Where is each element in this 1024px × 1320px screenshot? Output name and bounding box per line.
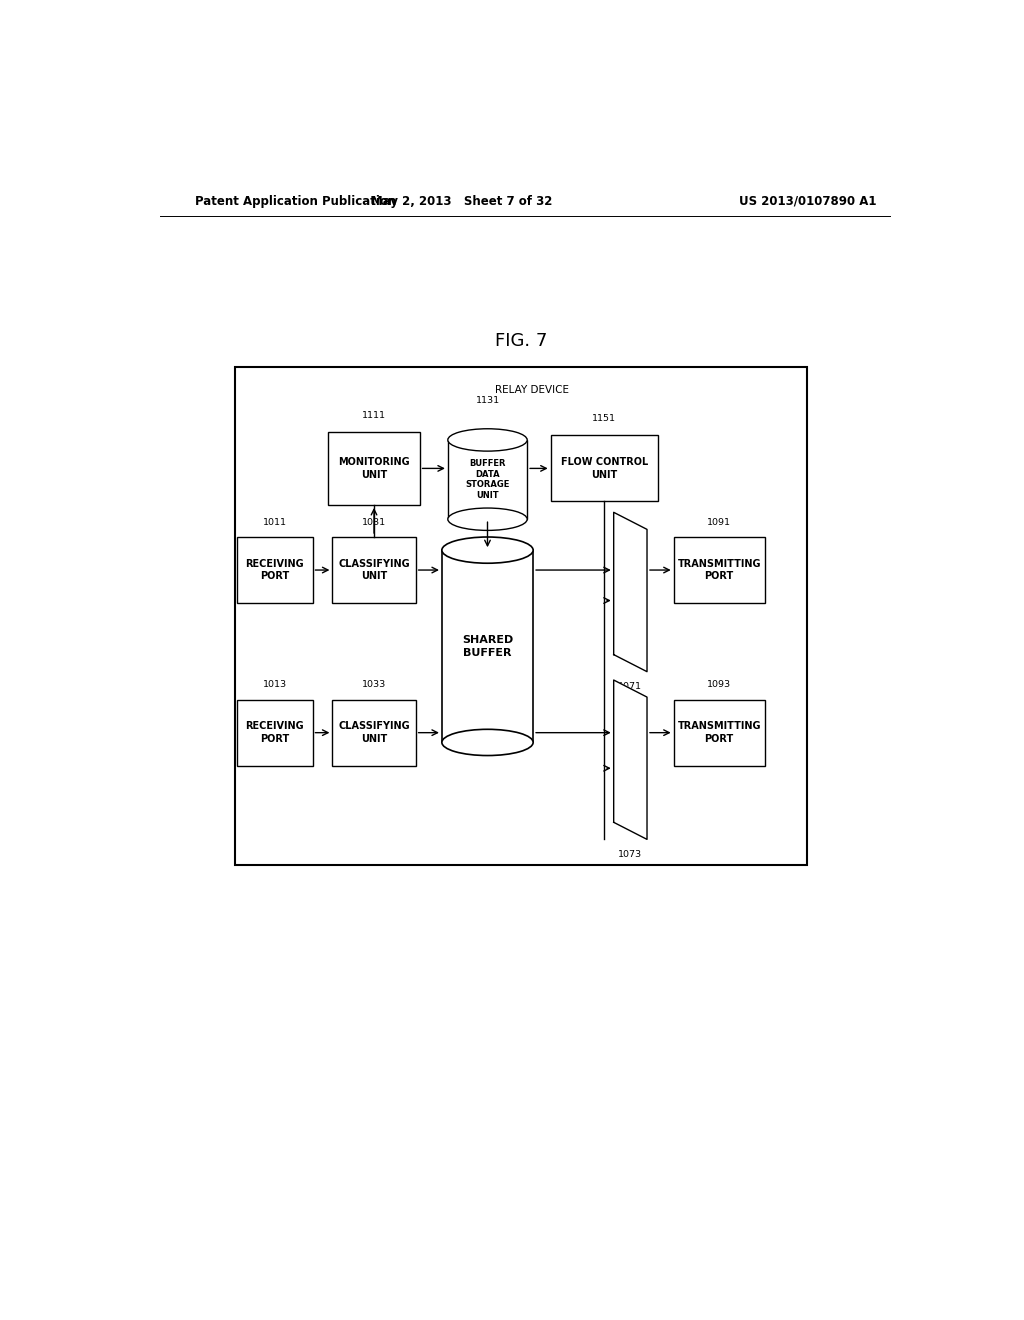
Text: Patent Application Publication: Patent Application Publication (196, 194, 396, 207)
Text: TRANSMITTING
PORT: TRANSMITTING PORT (678, 558, 761, 581)
Text: 1093: 1093 (708, 681, 731, 689)
Ellipse shape (442, 537, 534, 564)
Text: 1051: 1051 (496, 517, 519, 527)
Text: RELAY DEVICE: RELAY DEVICE (496, 385, 569, 395)
Text: 1011: 1011 (263, 517, 287, 527)
Ellipse shape (447, 508, 527, 531)
Bar (238, 537, 312, 603)
Text: 1031: 1031 (361, 517, 386, 527)
Text: 1071: 1071 (618, 682, 642, 690)
Text: US 2013/0107890 A1: US 2013/0107890 A1 (739, 194, 877, 207)
Text: RECEIVING
PORT: RECEIVING PORT (246, 722, 304, 744)
Bar (447, 440, 527, 519)
Text: 1131: 1131 (475, 396, 500, 405)
Text: SHARED
BUFFER: SHARED BUFFER (462, 635, 513, 657)
Text: FLOW CONTROL
UNIT: FLOW CONTROL UNIT (560, 457, 648, 479)
Text: May 2, 2013   Sheet 7 of 32: May 2, 2013 Sheet 7 of 32 (371, 194, 552, 207)
Bar (674, 537, 765, 603)
Text: 1151: 1151 (592, 414, 616, 424)
Polygon shape (613, 680, 647, 840)
Ellipse shape (447, 429, 527, 451)
Text: BUFFER
DATA
STORAGE
UNIT: BUFFER DATA STORAGE UNIT (465, 459, 510, 500)
Bar (329, 432, 420, 506)
Bar (236, 367, 807, 865)
Text: CLASSIFYING
UNIT: CLASSIFYING UNIT (338, 722, 410, 744)
Text: FIG. 7: FIG. 7 (495, 333, 547, 350)
Bar (238, 700, 312, 766)
Text: 1013: 1013 (263, 681, 287, 689)
Bar (333, 537, 416, 603)
Bar (442, 550, 534, 742)
Polygon shape (613, 512, 647, 672)
Bar (674, 700, 765, 766)
Bar (551, 436, 657, 502)
Text: 1091: 1091 (708, 517, 731, 527)
Text: RECEIVING
PORT: RECEIVING PORT (246, 558, 304, 581)
Ellipse shape (442, 730, 534, 755)
Text: TRANSMITTING
PORT: TRANSMITTING PORT (678, 722, 761, 744)
Text: CLASSIFYING
UNIT: CLASSIFYING UNIT (338, 558, 410, 581)
Text: MONITORING
UNIT: MONITORING UNIT (338, 457, 410, 479)
Text: 1033: 1033 (361, 681, 386, 689)
Text: 1111: 1111 (362, 411, 386, 420)
Text: 1073: 1073 (618, 850, 642, 858)
Bar (333, 700, 416, 766)
